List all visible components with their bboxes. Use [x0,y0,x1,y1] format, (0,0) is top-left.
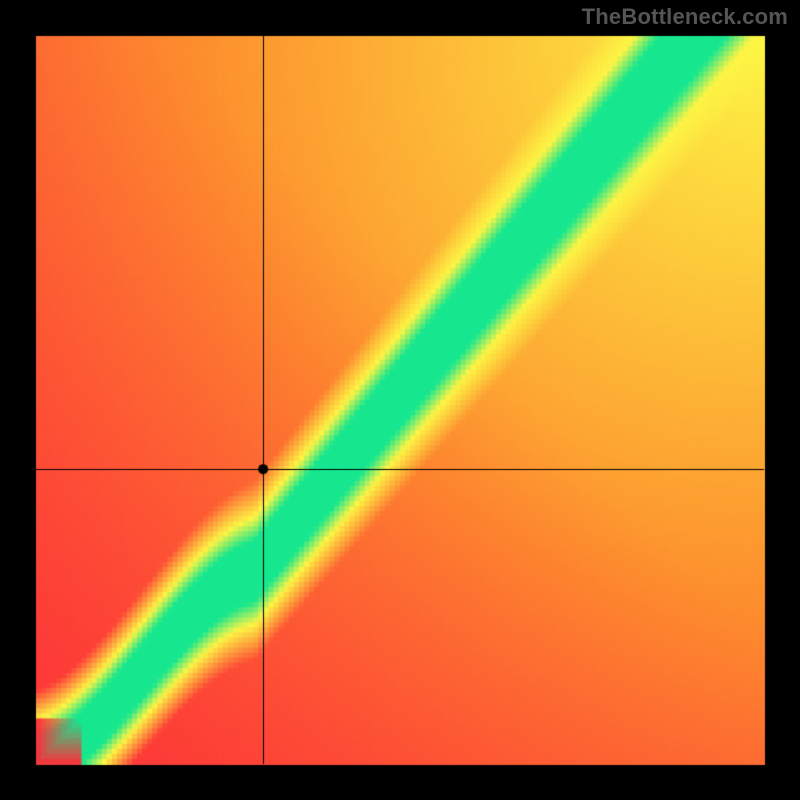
watermark-text: TheBottleneck.com [582,4,788,30]
bottleneck-heatmap [0,0,800,800]
chart-container: { "watermark": "TheBottleneck.com", "can… [0,0,800,800]
